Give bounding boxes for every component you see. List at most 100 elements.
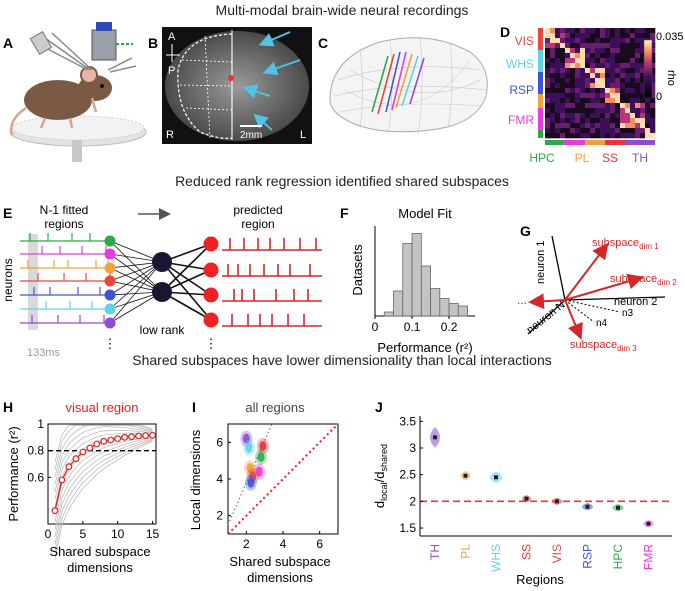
matrix-cell — [595, 38, 601, 44]
panel-letter-f: F — [340, 205, 349, 221]
matrix-cell — [575, 48, 581, 54]
matrix-cell — [580, 33, 586, 39]
matrix-cell — [645, 98, 651, 104]
matrix-cell — [565, 63, 571, 69]
matrix-cell — [600, 78, 606, 84]
matrix-cell — [580, 53, 586, 59]
histogram-bar — [402, 243, 413, 317]
panel-i-chart: all regions 2 2 4 4 6 6 Local dimensions Shar… — [188, 400, 339, 585]
matrix-cell — [610, 53, 616, 59]
matrix-cell — [590, 103, 596, 109]
matrix-cell — [560, 63, 566, 69]
input-neuron — [104, 317, 116, 329]
matrix-cell — [560, 98, 566, 104]
matrix-cell — [625, 103, 631, 109]
matrix-cell — [630, 38, 636, 44]
matrix-cell — [595, 98, 601, 104]
matrix-cell — [550, 118, 556, 124]
matrix-cell — [585, 28, 591, 34]
matrix-cell — [615, 93, 621, 99]
section-title-middle: Reduced rank regression identified share… — [175, 173, 509, 189]
matrix-cell — [605, 63, 611, 69]
matrix-cell — [650, 128, 656, 134]
matrix-cell — [605, 33, 611, 39]
matrix-cell — [635, 88, 641, 94]
matrix-cell — [555, 58, 561, 64]
matrix-cell — [580, 103, 586, 109]
in-hidden-edge — [109, 261, 163, 296]
matrix-cell — [595, 108, 601, 114]
h-bootstrap-line — [54, 439, 153, 545]
i-xtick-label: 2 — [243, 537, 250, 551]
h-point — [149, 431, 156, 439]
matrix-cell — [610, 43, 616, 49]
rrr-schematic: N-1 fitted regions predicted region neur… — [1, 203, 322, 359]
probe-arrow-3 — [242, 84, 271, 99]
i-xlabel-line1: Shared subspace — [229, 554, 330, 569]
h-bootstrap-line — [54, 437, 153, 530]
matrix-cell — [595, 93, 601, 99]
in-hidden-edge — [109, 261, 163, 324]
matrix-cell — [600, 33, 606, 39]
matrix-cell — [545, 48, 551, 54]
matrix-cell — [560, 83, 566, 89]
h-xtick-label: 15 — [146, 527, 160, 541]
matrix-cell — [625, 53, 631, 59]
h-bootstrap-line — [54, 432, 153, 500]
row-label-rsp: RSP — [509, 83, 534, 97]
matrix-cell — [575, 78, 581, 84]
matrix-cell — [560, 53, 566, 59]
mouse-body — [24, 80, 92, 120]
matrix-cell — [575, 93, 581, 99]
matrix-cell — [545, 43, 551, 49]
matrix-cell — [620, 133, 626, 139]
matrix-cell — [650, 58, 656, 64]
matrix-cell — [560, 38, 566, 44]
matrix-cell — [570, 28, 576, 34]
matrix-cell — [545, 63, 551, 69]
matrix-cell — [630, 123, 636, 129]
h-point — [51, 507, 59, 515]
matrix-cell — [570, 98, 576, 104]
corner-l-label: L — [300, 129, 306, 141]
matrix-cell — [630, 93, 636, 99]
matrix-cell — [610, 128, 616, 134]
matrix-cell — [555, 53, 561, 59]
histogram-bar — [439, 298, 450, 317]
matrix-cell — [555, 113, 561, 119]
matrix-cell — [555, 68, 561, 74]
matrix-cell — [650, 123, 656, 129]
matrix-cell — [640, 58, 646, 64]
matrix-cell — [585, 73, 591, 79]
matrix-cell — [650, 113, 656, 119]
section-title-top: Multi-modal brain-wide neural recordings — [216, 2, 469, 18]
input-neuron — [104, 303, 116, 315]
matrix-cell — [615, 73, 621, 79]
matrix-cell — [625, 28, 631, 34]
matrix-cell — [625, 113, 631, 119]
j-category-label: WHS — [489, 544, 503, 572]
matrix-cell — [590, 38, 596, 44]
h-xtick-label: 5 — [79, 527, 86, 541]
scalebar-label: 2mm — [240, 130, 262, 141]
matrix-cell — [600, 58, 606, 64]
matrix-cell — [650, 28, 656, 34]
matrix-cell — [585, 108, 591, 114]
matrix-cell — [630, 58, 636, 64]
j-category-label: FMR — [642, 544, 656, 570]
matrix-cell — [550, 68, 556, 74]
matrix-cell — [640, 28, 646, 34]
i-cluster-point — [255, 466, 263, 477]
i-cluster-point — [247, 477, 255, 488]
fitted-regions-title-1: N-1 fitted — [40, 203, 89, 217]
matrix-cell — [640, 113, 646, 119]
matrix-cell — [595, 88, 601, 94]
matrix-cell — [615, 53, 621, 59]
matrix-cell — [615, 113, 621, 119]
matrix-cell — [600, 113, 606, 119]
matrix-cell — [615, 98, 621, 104]
matrix-cell — [585, 63, 591, 69]
time-bin-highlight — [28, 234, 38, 330]
matrix-cell — [550, 48, 556, 54]
matrix-cell — [545, 38, 551, 44]
